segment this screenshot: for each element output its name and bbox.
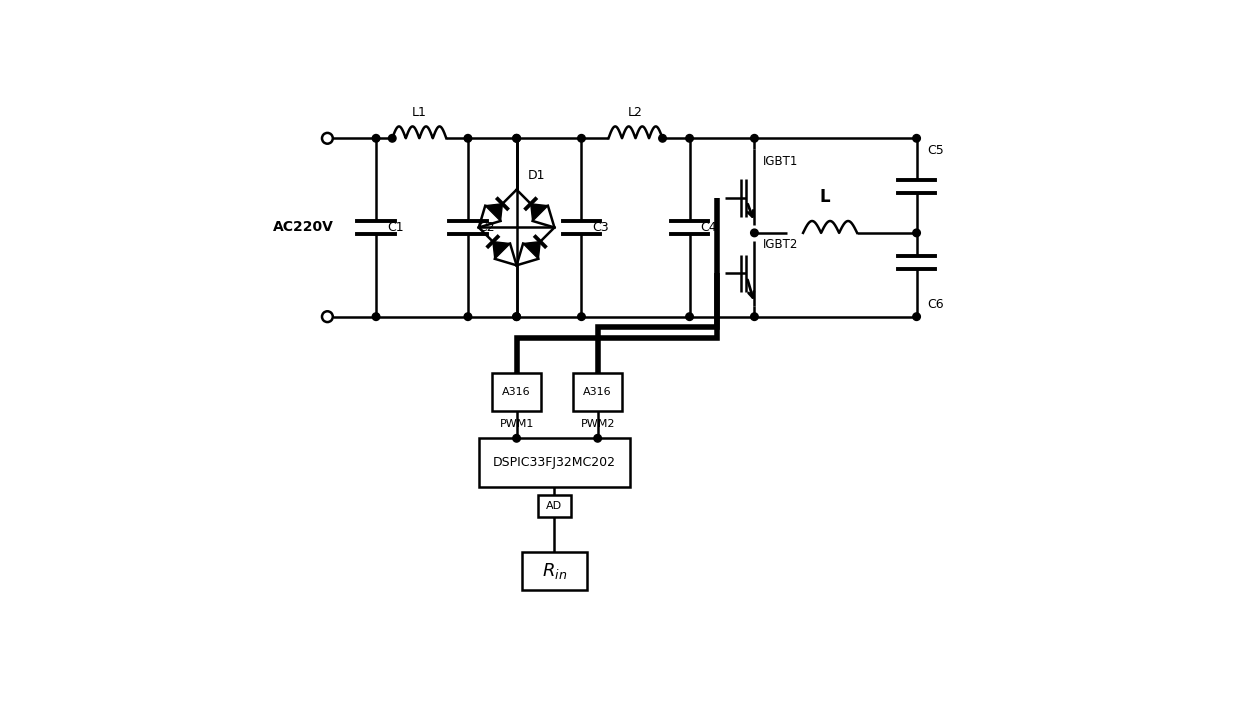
Circle shape: [513, 313, 521, 320]
Circle shape: [372, 135, 379, 142]
Bar: [522, 552, 587, 590]
Bar: [573, 373, 622, 411]
Circle shape: [388, 135, 396, 142]
Text: C3: C3: [593, 221, 609, 234]
Text: IGBT1: IGBT1: [763, 154, 797, 168]
Text: A316: A316: [583, 388, 613, 397]
Circle shape: [513, 135, 521, 142]
Text: L: L: [820, 188, 830, 206]
Circle shape: [913, 135, 920, 142]
Bar: [492, 373, 541, 411]
Circle shape: [464, 135, 471, 142]
Text: AC220V: AC220V: [273, 220, 334, 234]
Text: PWM1: PWM1: [500, 419, 533, 430]
Bar: [479, 438, 630, 487]
Text: IGBT2: IGBT2: [763, 238, 797, 251]
Text: C6: C6: [928, 298, 944, 311]
Text: AD: AD: [547, 501, 563, 511]
Circle shape: [578, 135, 585, 142]
Text: C4: C4: [701, 221, 717, 234]
Circle shape: [594, 435, 601, 442]
Circle shape: [686, 135, 693, 142]
Polygon shape: [492, 241, 510, 259]
Circle shape: [322, 133, 332, 144]
Circle shape: [513, 313, 521, 320]
Text: L1: L1: [412, 107, 427, 119]
Circle shape: [578, 313, 585, 320]
Circle shape: [750, 135, 758, 142]
Text: L2: L2: [629, 107, 642, 119]
Circle shape: [750, 313, 758, 320]
Circle shape: [322, 311, 332, 322]
Circle shape: [686, 313, 693, 320]
Text: D1: D1: [527, 168, 544, 182]
Circle shape: [658, 135, 666, 142]
Text: C1: C1: [387, 221, 403, 234]
Polygon shape: [485, 204, 502, 221]
Circle shape: [513, 435, 521, 442]
Bar: [538, 495, 570, 517]
Circle shape: [513, 135, 521, 142]
Polygon shape: [523, 241, 541, 259]
Circle shape: [372, 313, 379, 320]
Text: DSPIC33FJ32MC202: DSPIC33FJ32MC202: [494, 456, 616, 469]
Text: C2: C2: [479, 221, 495, 234]
Text: A316: A316: [502, 388, 531, 397]
Text: C5: C5: [928, 144, 944, 157]
Polygon shape: [531, 204, 548, 221]
Circle shape: [913, 313, 920, 320]
Circle shape: [913, 229, 920, 237]
Text: $R_{in}$: $R_{in}$: [542, 561, 567, 581]
Text: PWM2: PWM2: [580, 419, 615, 430]
Circle shape: [464, 313, 471, 320]
Circle shape: [750, 229, 758, 237]
